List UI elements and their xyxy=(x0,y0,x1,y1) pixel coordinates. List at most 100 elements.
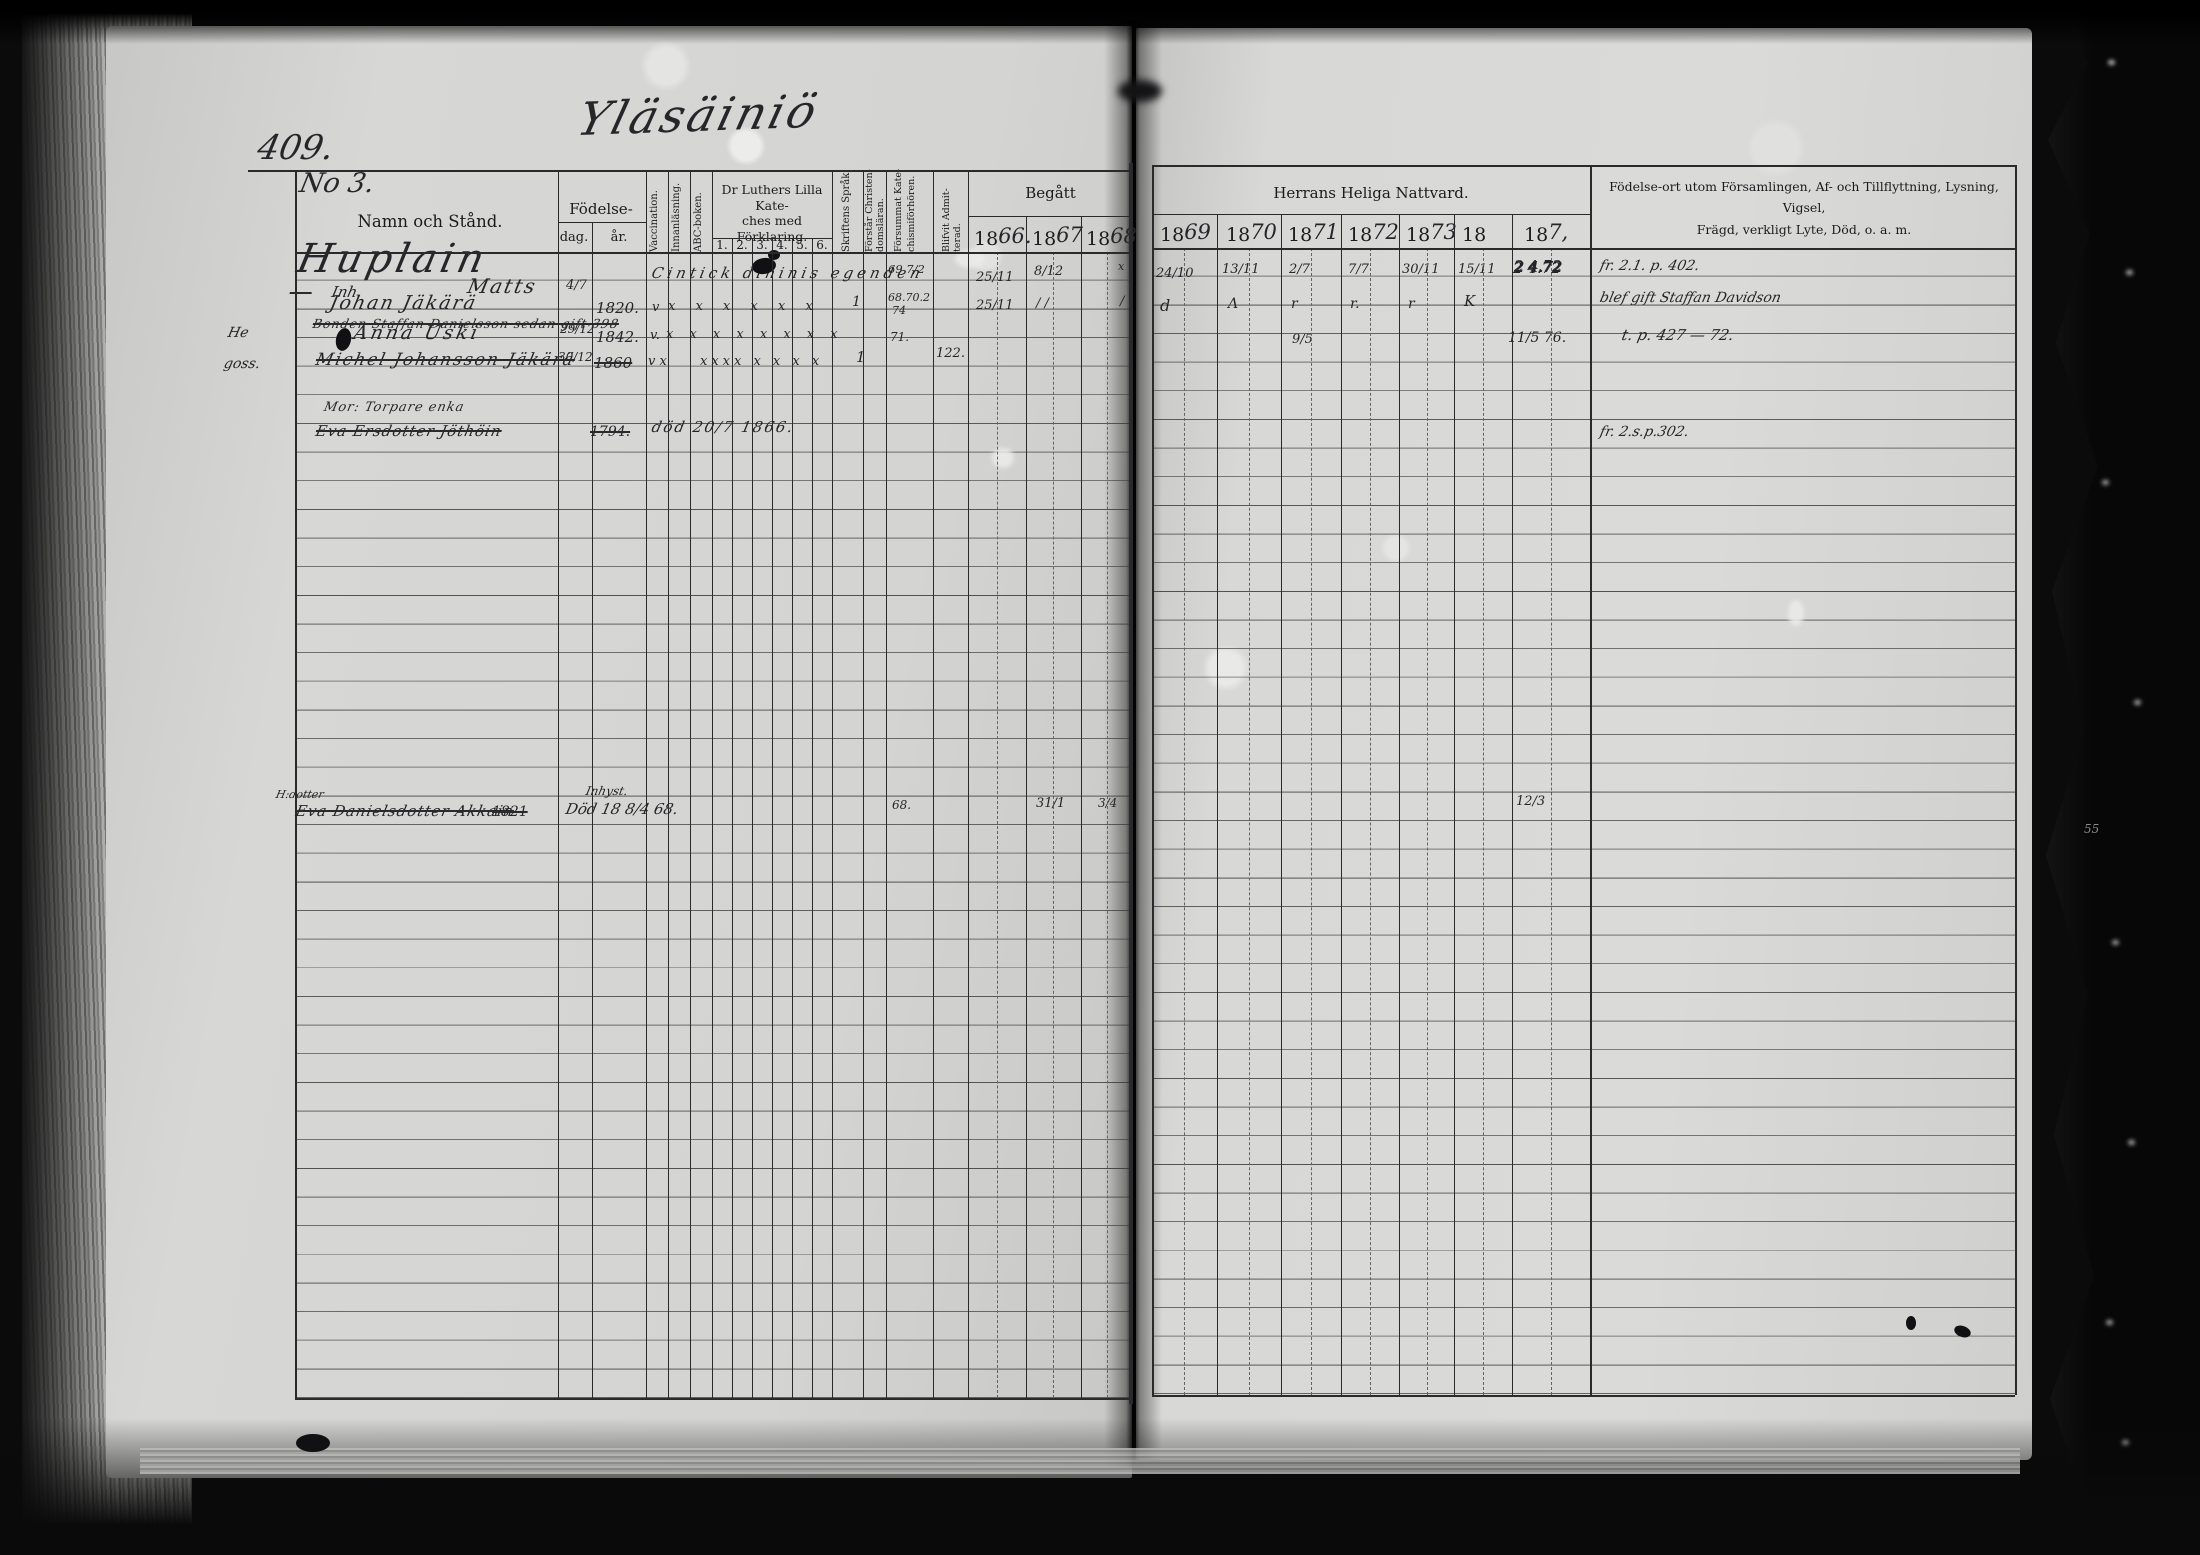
year-script: 69 xyxy=(1184,220,1211,244)
katekes-n6: 6. xyxy=(816,238,828,252)
grid-hline xyxy=(1152,214,1590,215)
year-script: 7, xyxy=(1548,220,1569,244)
year-printed: 18 xyxy=(1032,228,1057,250)
right-margin-mark: 55 xyxy=(2084,822,2100,836)
margin-note: He xyxy=(226,325,251,341)
grid-vline xyxy=(792,238,793,1398)
mark-1868: / xyxy=(1120,294,1125,309)
col-header-forsummat-2: chismiförhören. xyxy=(906,175,917,252)
mark-187-scribble: 2 4.72 xyxy=(1514,258,1562,276)
grid-vline xyxy=(772,238,773,1398)
col-header-birth: Födelse- xyxy=(569,200,633,218)
forsummat-mark-b: 74 xyxy=(892,304,906,317)
col-header-vaccination: Vaccination. xyxy=(649,190,660,252)
grid-vline xyxy=(668,170,669,1398)
mark-1873: 30/11 xyxy=(1402,262,1440,277)
grid-vline xyxy=(732,238,733,1398)
mark-1867: / / xyxy=(1036,296,1049,311)
year-printed: 18 xyxy=(974,228,999,250)
ink-blot xyxy=(768,250,780,260)
gutter-smudge xyxy=(1118,80,1162,102)
mark-1872: 7/7 xyxy=(1348,262,1369,277)
notes-header: Födelse-ort utom Församlingen, Af- och T… xyxy=(1600,176,2008,240)
grid-hline xyxy=(295,1398,1131,1400)
row-span-note: Cintick dininis egenden xyxy=(650,264,926,282)
margin-note: goss. xyxy=(222,356,262,372)
grid-vline xyxy=(558,170,559,1398)
year-script: 73 xyxy=(1430,220,1457,244)
col-header-innanlasning: Innanläsning. xyxy=(671,182,682,252)
grid-vline xyxy=(646,170,647,1398)
grid-vline xyxy=(812,238,813,1398)
ink-blot xyxy=(1906,1316,1916,1330)
birth-day: 4/7 xyxy=(566,278,587,293)
year-script: 70 xyxy=(1250,220,1277,244)
year-1873: 1873 xyxy=(1406,220,1457,246)
nattvard-header: Herrans Heliga Nattvard. xyxy=(1273,184,1469,202)
grid-hline xyxy=(1152,1395,2015,1397)
grid-vline xyxy=(1590,165,1592,1395)
birth-year: 1842. xyxy=(596,328,639,346)
col-header-birth-day: dag. xyxy=(559,230,589,245)
grid-vline-dashed xyxy=(1370,248,1371,1395)
mark-1871: 2/7 xyxy=(1289,262,1310,277)
grid-hline xyxy=(248,170,1131,172)
year-1872: 1872 xyxy=(1348,220,1399,246)
paper-flaw xyxy=(1788,600,1804,626)
grid-vline xyxy=(1217,214,1218,1395)
katekes-marks: xxxx x x x x xyxy=(700,354,824,369)
entry-name-eva-gran: Eva Ersdotter Jöthöin xyxy=(314,422,504,440)
grid-vline xyxy=(295,170,297,1398)
grid-vline-dashed xyxy=(997,252,998,1398)
death-note: Död 18 8/4 68. xyxy=(564,800,680,818)
grid-vline xyxy=(886,170,887,1398)
section-number: No 3. xyxy=(296,168,378,199)
mark-18: 15/11 xyxy=(1458,262,1496,277)
grid-vline-dashed xyxy=(1427,248,1428,1395)
mark-18: 12/3 xyxy=(1516,794,1546,809)
grid-hline xyxy=(295,252,1131,254)
katekes-n2: 2. xyxy=(736,238,748,252)
edge-speckle xyxy=(2108,60,2115,65)
forstar-mark: 1 xyxy=(856,348,866,366)
katekes-n4: 4. xyxy=(776,238,788,252)
col-header-abc: ABC-boken. xyxy=(693,192,704,252)
bottom-shadow-band xyxy=(0,1418,2200,1555)
col-header-forstar-1: Förstår Christen- xyxy=(864,169,875,252)
grid-vline xyxy=(863,170,864,1398)
grid-vline xyxy=(1512,214,1513,1395)
grid-vline xyxy=(1081,216,1082,1398)
ink-blot xyxy=(296,1434,330,1452)
year-script: 72 xyxy=(1372,220,1399,244)
grid-vline-dashed xyxy=(1053,252,1054,1398)
grid-vline-dashed xyxy=(1249,248,1250,1395)
vaccination-mark: v x xyxy=(648,354,667,369)
grid-vline xyxy=(933,170,934,1398)
year-script: 67 xyxy=(1056,223,1083,247)
paper-flaw xyxy=(992,448,1014,468)
mark-1871: r xyxy=(1291,296,1298,312)
col-header-blifvit-1: Blifvit Admit- xyxy=(941,188,952,252)
entry-name-anna: Anna Uski xyxy=(351,322,483,344)
grid-vline xyxy=(1399,214,1400,1395)
death-note: död 20/7 1866. xyxy=(650,418,797,436)
grid-vline xyxy=(1341,214,1342,1395)
family-name-script: Huplain xyxy=(293,236,493,282)
mark-1866: 25/11 xyxy=(976,298,1014,313)
note-annotation: fr. 2.1. p. 402. xyxy=(1598,258,1702,274)
mark-1869: 24/10 xyxy=(1156,266,1194,281)
year-printed: 18 xyxy=(1348,224,1373,246)
birth-year: 1821 xyxy=(492,804,528,820)
mark-1869: d xyxy=(1160,296,1171,315)
mark-1868: x xyxy=(1118,260,1125,273)
page-number: 409. xyxy=(253,128,338,168)
year-printed: 18 xyxy=(1524,224,1549,246)
mark-1870: Λ xyxy=(1228,296,1239,312)
grid-vline xyxy=(1152,165,1154,1395)
birth-day: 30/12 xyxy=(558,350,593,364)
grid-hline xyxy=(968,216,1131,217)
birth-year: 1860 xyxy=(594,354,633,372)
grid-hline xyxy=(558,222,646,223)
katekes-n1: 1. xyxy=(716,238,728,252)
